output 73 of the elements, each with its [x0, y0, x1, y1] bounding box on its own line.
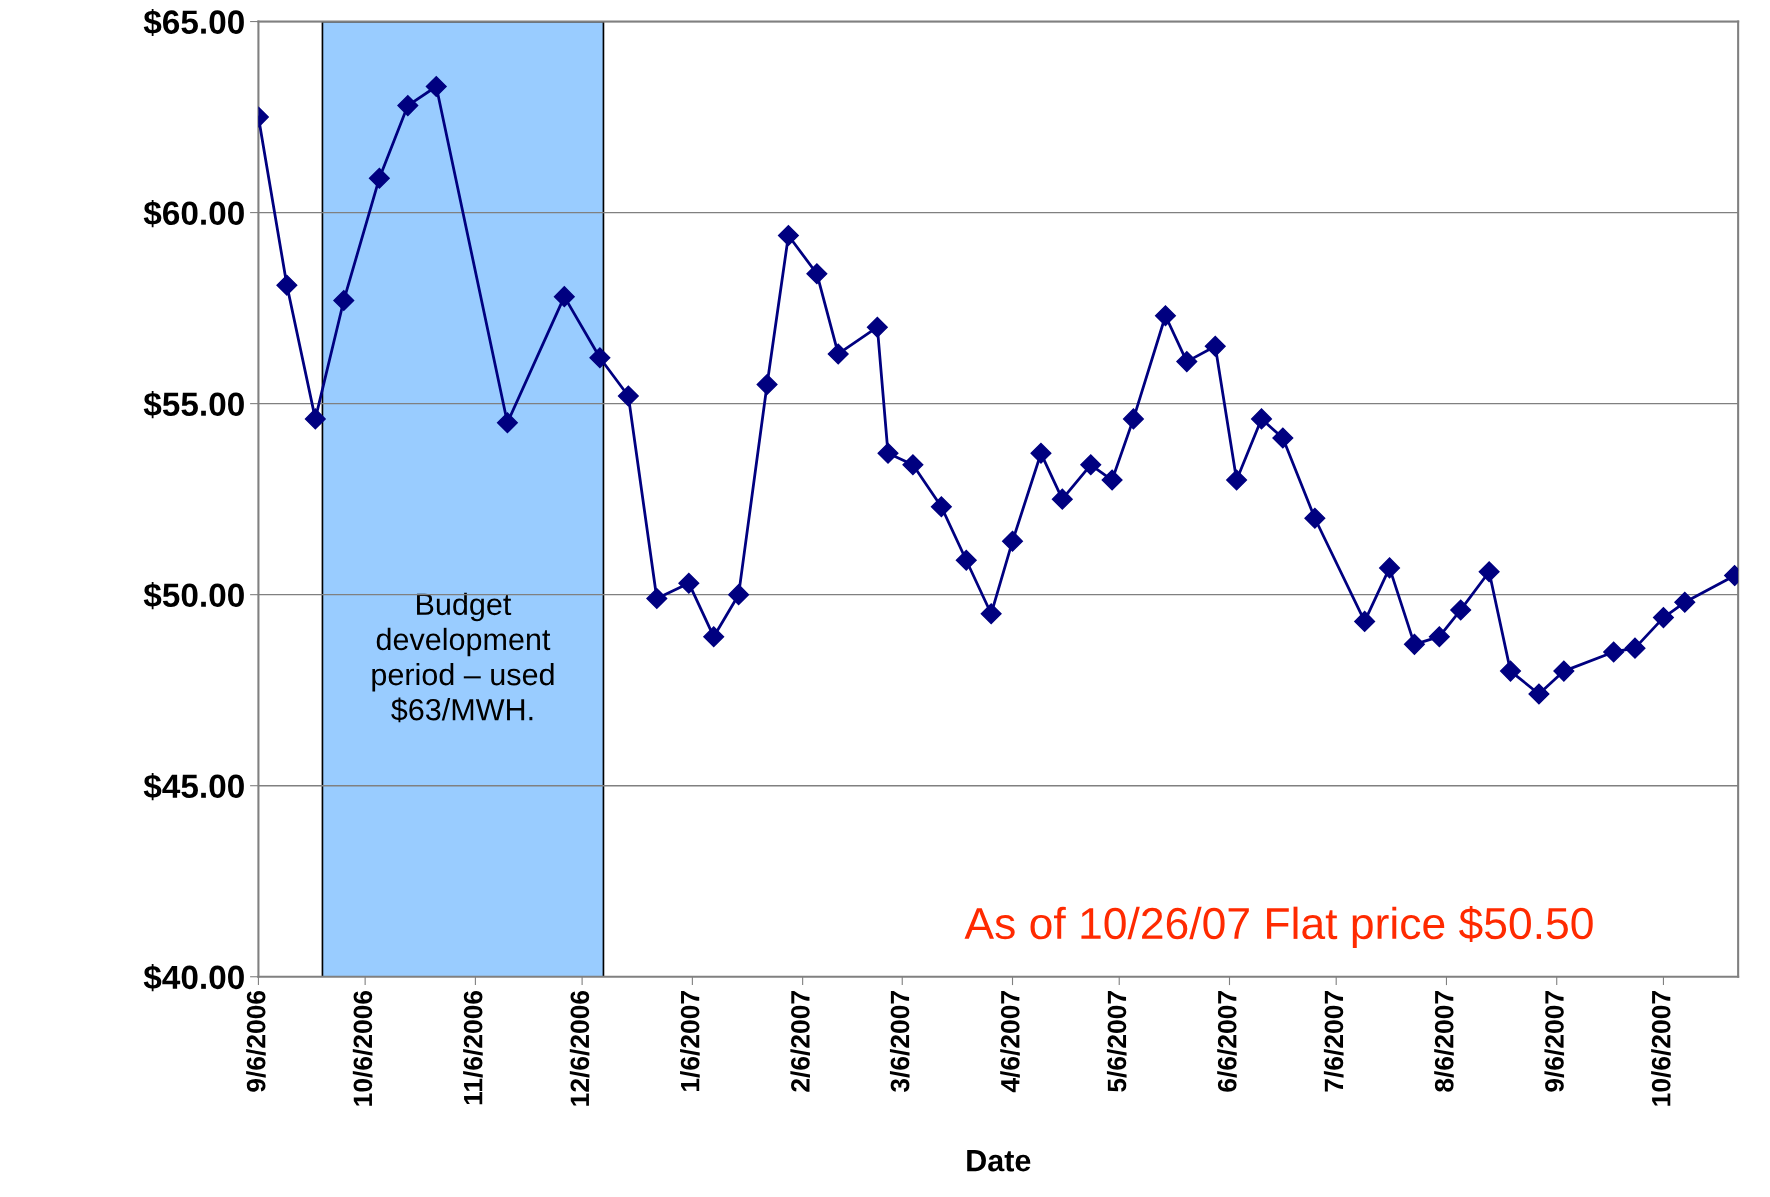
point — [553, 286, 575, 308]
point — [1101, 469, 1123, 491]
point — [1450, 599, 1472, 621]
point — [866, 316, 888, 338]
point — [276, 274, 298, 296]
x-tick-label: 10/6/2006 — [352, 990, 373, 1106]
point — [1553, 660, 1575, 682]
point — [1080, 454, 1102, 476]
x-tick-label: 9/6/2007 — [1544, 991, 1565, 1092]
point — [1272, 427, 1294, 449]
x-tick-label: 11/6/2006 — [463, 990, 483, 1105]
point — [1204, 335, 1226, 357]
y-tick-label: $65.00 — [143, 8, 244, 37]
point — [397, 95, 419, 117]
x-tick-label: 2/6/2007 — [790, 991, 810, 1092]
point — [1428, 626, 1450, 648]
point — [1122, 408, 1144, 430]
band-label: Budget development period – used $63/MWH. — [372, 592, 554, 723]
x-tick-label: 5/6/2007 — [1106, 991, 1127, 1092]
point — [1250, 408, 1273, 430]
x-tick-label: 10/6/2007 — [1651, 991, 1671, 1106]
point — [589, 347, 611, 369]
point — [425, 75, 447, 98]
point — [1176, 351, 1198, 373]
point — [1354, 610, 1376, 632]
point — [777, 224, 799, 247]
point — [617, 385, 639, 407]
point — [1154, 305, 1176, 327]
point — [930, 496, 952, 518]
point — [728, 584, 750, 606]
y-tick-label: $40.00 — [143, 964, 244, 992]
point — [955, 549, 977, 571]
x-tick-label: 1/6/2007 — [680, 991, 700, 1091]
point — [1499, 660, 1522, 682]
point — [496, 412, 518, 434]
y-tick-label: $55.00 — [143, 390, 244, 419]
x-tick-label: 12/6/2006 — [569, 990, 590, 1106]
point — [1528, 683, 1550, 705]
y-tick-label: $45.00 — [143, 773, 244, 801]
y-tick-label: $60.00 — [143, 199, 244, 228]
y-tick-label: $50.00 — [143, 582, 244, 610]
point — [1051, 488, 1073, 510]
point — [304, 408, 326, 430]
point — [703, 626, 725, 648]
point — [877, 442, 899, 464]
point — [902, 454, 924, 476]
point — [1674, 591, 1696, 613]
point — [806, 263, 828, 285]
point — [646, 587, 668, 610]
x-tick-label: 7/6/2007 — [1323, 991, 1344, 1092]
point — [333, 289, 355, 311]
annotation: As of 10/26/07 Flat price $50.50 — [964, 905, 1593, 949]
x-tick-label: 9/6/2006 — [246, 990, 266, 1092]
x-tick-label: 8/6/2007 — [1434, 991, 1454, 1092]
point — [980, 603, 1002, 625]
point — [1652, 607, 1674, 629]
x-tick-label: 6/6/2007 — [1217, 991, 1237, 1092]
point — [1403, 633, 1425, 655]
x-axis-title: Date — [967, 1150, 1031, 1172]
point — [1001, 530, 1024, 552]
point — [1624, 637, 1646, 659]
point — [678, 572, 700, 594]
point — [1030, 442, 1052, 464]
point — [1603, 641, 1625, 663]
point — [1379, 557, 1401, 579]
point — [368, 167, 390, 189]
point — [827, 343, 849, 365]
point — [1304, 507, 1326, 529]
point — [1478, 561, 1500, 583]
point — [756, 374, 778, 396]
point — [1226, 469, 1248, 491]
x-tick-label: 3/6/2007 — [889, 991, 910, 1093]
x-tick-label: 4/6/2007 — [1000, 991, 1020, 1093]
